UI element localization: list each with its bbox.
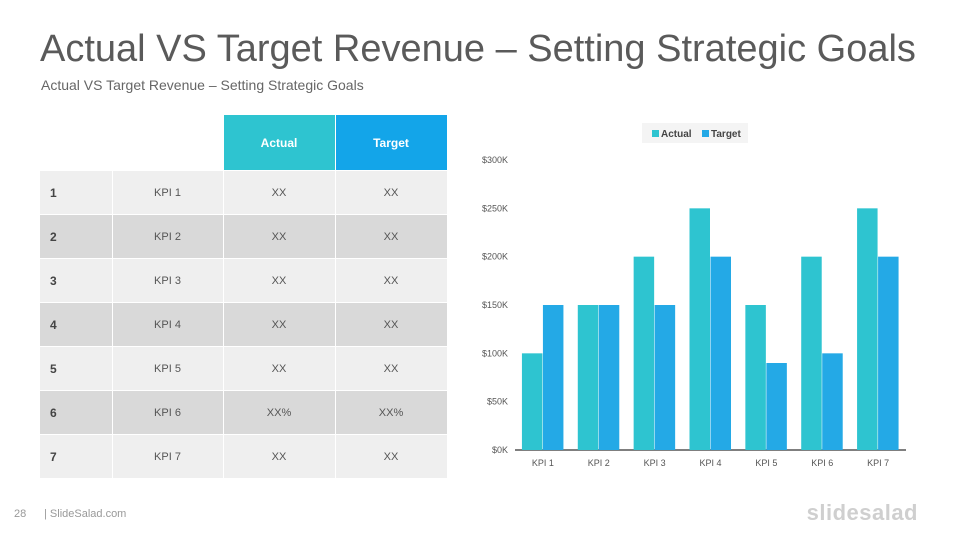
brand-logo: slidesalad <box>806 500 918 525</box>
bar-actual-kpi5 <box>745 305 766 450</box>
row-actual: XX <box>223 434 336 479</box>
legend-label-actual: Actual <box>661 129 692 140</box>
bar-target-kpi7 <box>878 256 899 450</box>
row-kpi: KPI 5 <box>112 346 224 391</box>
row-number: 1 <box>40 170 113 215</box>
bar-actual-kpi3 <box>633 256 655 450</box>
bar-actual-kpi4 <box>689 208 710 450</box>
row-kpi: KPI 3 <box>112 258 224 303</box>
bar-chart: $0K $50K $100K $150K $200K $250K $300K KPI 1 KPI… <box>482 123 906 468</box>
row-number: 2 <box>40 214 113 259</box>
bar-actual-kpi1 <box>521 353 543 450</box>
row-number: 7 <box>40 434 113 479</box>
row-number: 3 <box>40 258 113 303</box>
row-target: XX <box>335 258 448 303</box>
row-target: XX <box>335 346 448 391</box>
bar-actual-kpi7 <box>857 208 878 450</box>
row-target: XX <box>335 170 448 215</box>
legend-label-target: Target <box>711 129 741 140</box>
table-header-actual: Actual <box>223 115 336 171</box>
row-kpi: KPI 2 <box>112 214 224 259</box>
row-target: XX% <box>335 390 448 435</box>
row-actual: XX% <box>223 390 336 435</box>
row-kpi: KPI 7 <box>112 434 224 479</box>
row-number: 6 <box>40 390 113 435</box>
page-subtitle: Actual VS Target Revenue – Setting Strat… <box>41 77 364 93</box>
bar-actual-kpi6 <box>801 256 822 450</box>
table-header-empty <box>112 115 224 171</box>
bar-target-kpi3 <box>654 305 676 450</box>
kpi-table: Actual Target 1 KPI 1 XX XX 2 KPI 2 XX X… <box>40 115 448 479</box>
legend-box <box>642 123 748 143</box>
y-tick-label: $300K <box>482 155 508 165</box>
bar-target-kpi1 <box>542 305 564 450</box>
x-tick-label: KPI 2 <box>588 458 610 468</box>
y-tick-label: $50K <box>487 397 508 407</box>
bar-target-kpi4 <box>710 256 731 450</box>
row-actual: XX <box>223 170 336 215</box>
bar-target-kpi2 <box>598 305 620 450</box>
row-kpi: KPI 6 <box>112 390 224 435</box>
row-kpi: KPI 1 <box>112 170 224 215</box>
site-credit: | SlideSalad.com <box>44 508 127 520</box>
page-number: 28 <box>14 508 27 520</box>
table-row: 6 KPI 6 XX% XX% <box>40 390 448 435</box>
table-row: 4 KPI 4 XX XX <box>40 302 448 347</box>
y-tick-label: $0K <box>492 445 508 455</box>
row-actual: XX <box>223 258 336 303</box>
row-target: XX <box>335 214 448 259</box>
table-header-target: Target <box>335 115 448 171</box>
x-tick-label: KPI 3 <box>644 458 666 468</box>
bar-actual-kpi2 <box>577 305 599 450</box>
y-tick-label: $100K <box>482 348 508 358</box>
x-tick-label: KPI 4 <box>699 458 721 468</box>
y-tick-label: $150K <box>482 300 508 310</box>
x-tick-label: KPI 7 <box>867 458 889 468</box>
table-row: 3 KPI 3 XX XX <box>40 258 448 303</box>
row-actual: XX <box>223 214 336 259</box>
x-tick-label: KPI 1 <box>532 458 554 468</box>
row-actual: XX <box>223 302 336 347</box>
legend-swatch-target <box>702 130 709 137</box>
table-row: 1 KPI 1 XX XX <box>40 170 448 215</box>
table-row: 2 KPI 2 XX XX <box>40 214 448 259</box>
row-kpi: KPI 4 <box>112 302 224 347</box>
bar-target-kpi6 <box>822 353 843 450</box>
row-number: 5 <box>40 346 113 391</box>
table-row: 7 KPI 7 XX XX <box>40 434 448 479</box>
x-tick-label: KPI 6 <box>811 458 833 468</box>
bar-target-kpi5 <box>766 363 787 450</box>
row-target: XX <box>335 434 448 479</box>
table-header-empty <box>40 115 113 171</box>
y-tick-label: $200K <box>482 252 508 262</box>
table-row: 5 KPI 5 XX XX <box>40 346 448 391</box>
y-tick-label: $250K <box>482 203 508 213</box>
row-actual: XX <box>223 346 336 391</box>
row-number: 4 <box>40 302 113 347</box>
page-title: Actual VS Target Revenue – Setting Strat… <box>40 28 916 70</box>
row-target: XX <box>335 302 448 347</box>
x-tick-label: KPI 5 <box>755 458 777 468</box>
legend-swatch-actual <box>652 130 659 137</box>
